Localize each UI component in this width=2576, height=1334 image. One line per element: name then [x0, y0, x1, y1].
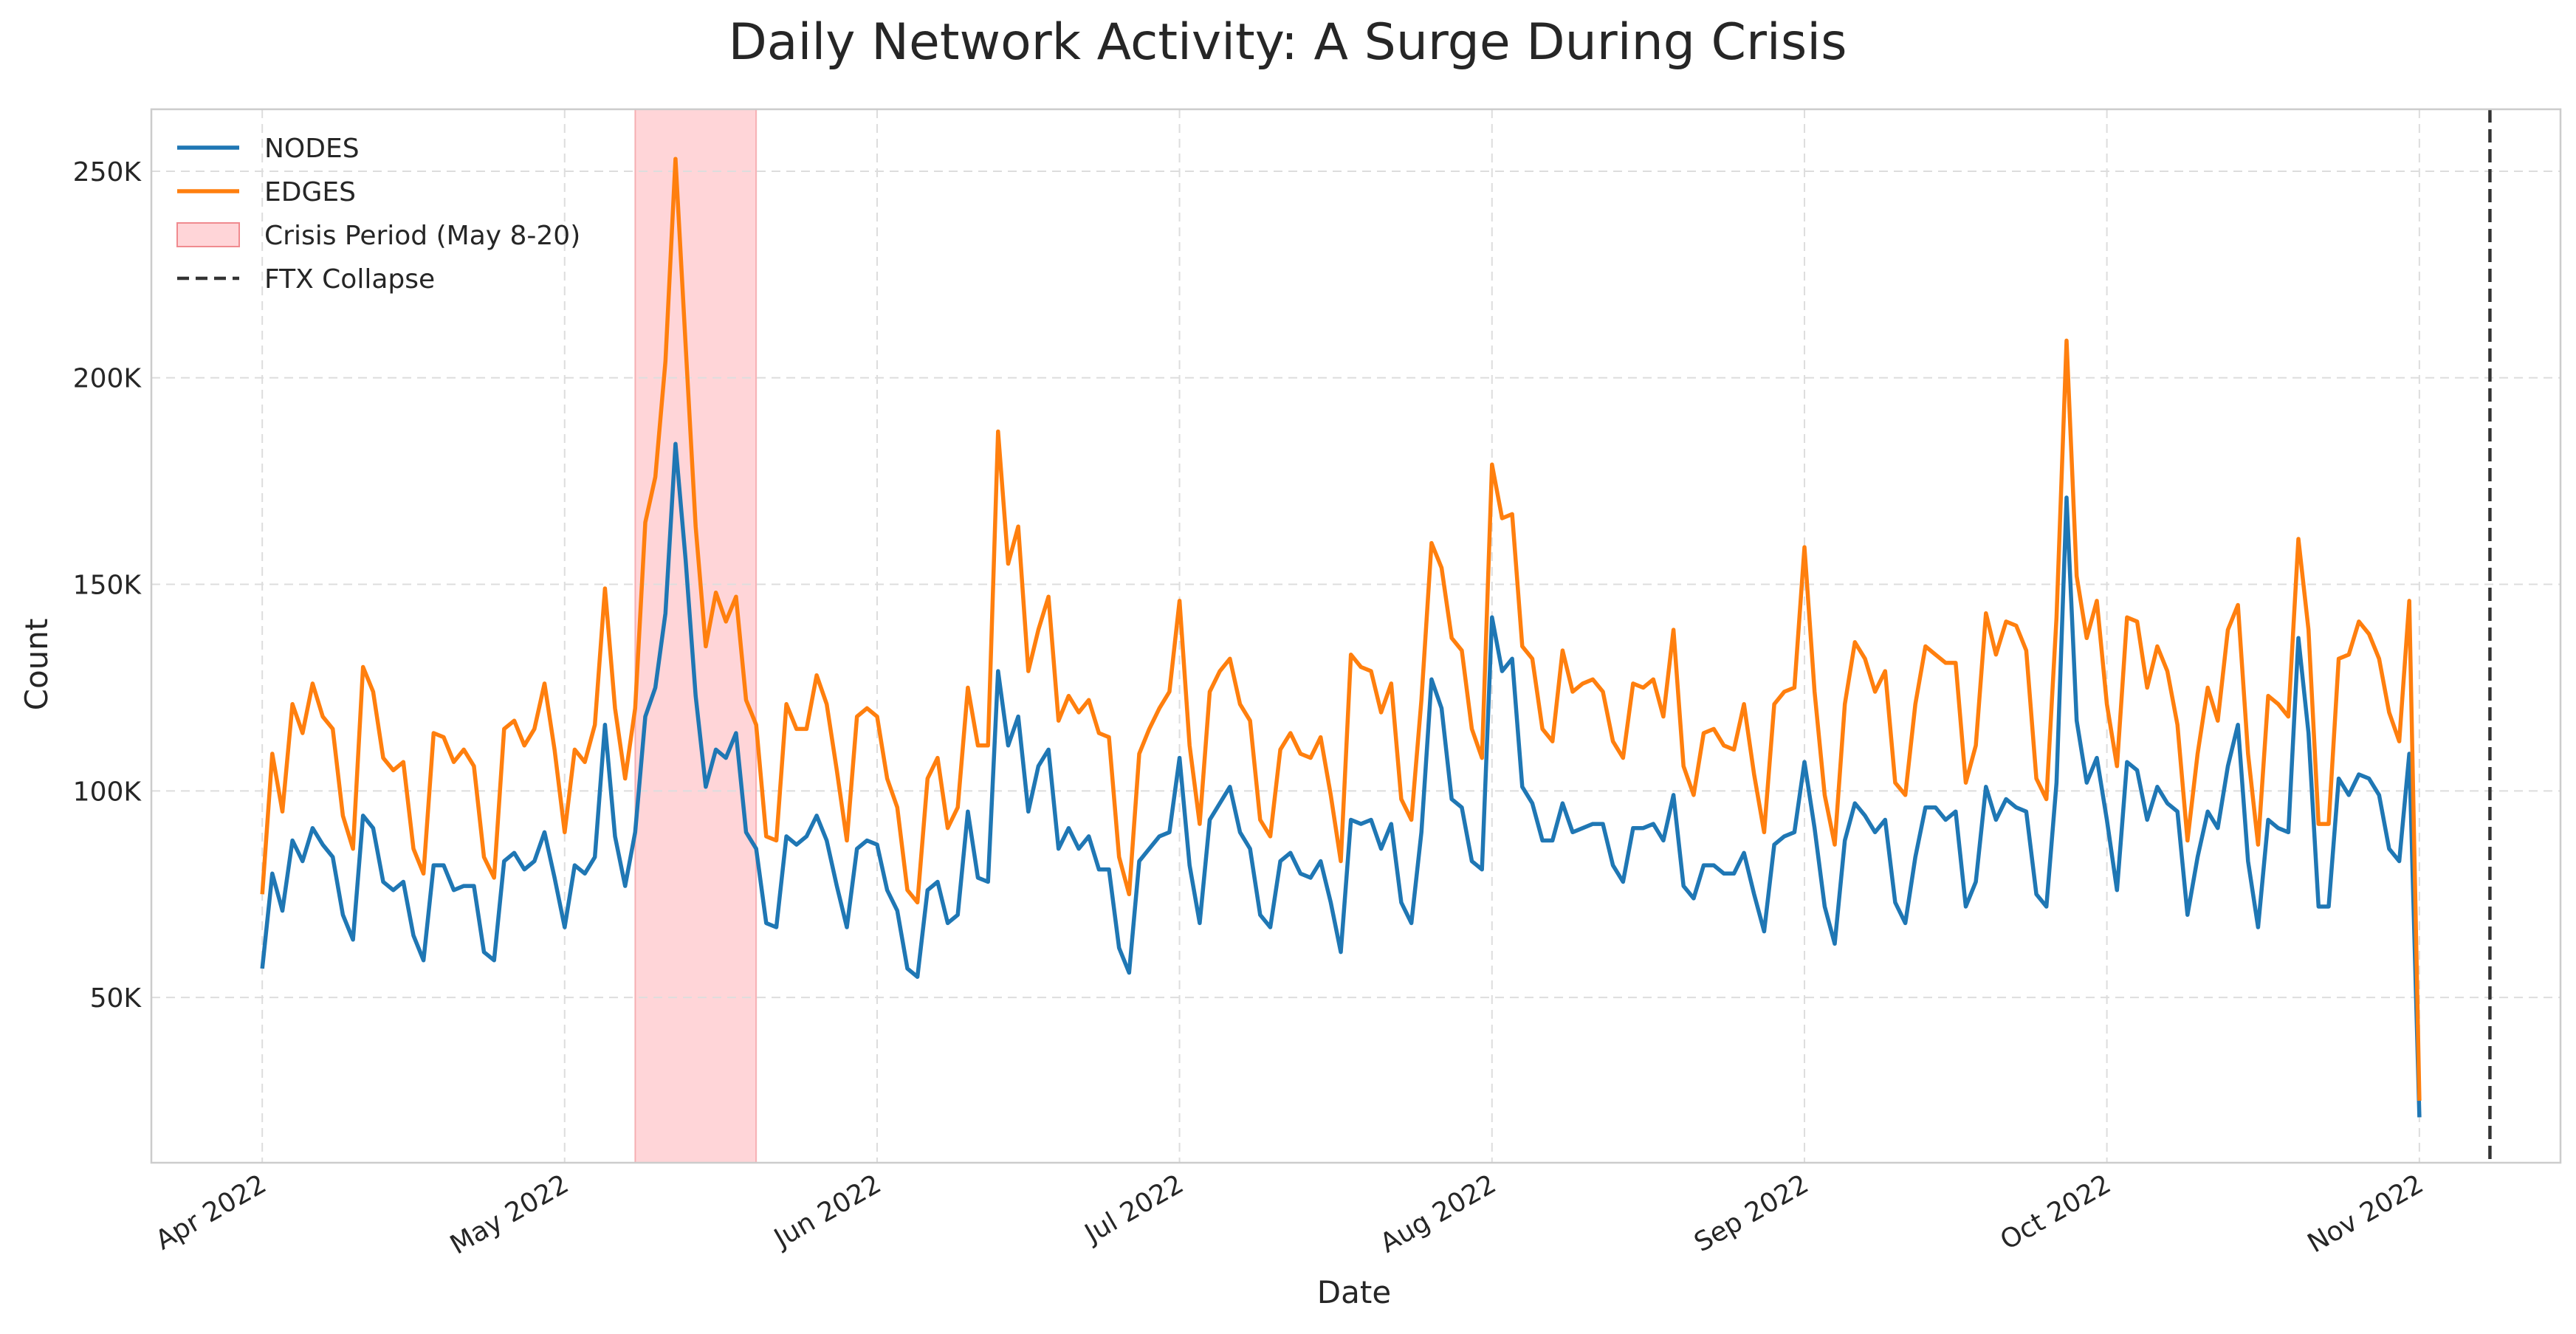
legend: NODES EDGES Crisis Period (May 8-20) FTX Co…: [176, 134, 580, 295]
legend-label: EDGES: [264, 177, 356, 207]
y-axis-title: Count: [18, 619, 55, 711]
series-line-edges: [260, 157, 2422, 1101]
x-axis-title: Date: [1317, 1274, 1391, 1310]
plot-frame: [150, 108, 2562, 1164]
grid-layer: [151, 109, 2560, 1163]
legend-label: FTX Collapse: [264, 264, 435, 295]
y-tick-label: 200K: [73, 364, 142, 394]
y-tick-label: 100K: [73, 777, 142, 807]
legend-label: Crisis Period (May 8-20): [264, 221, 580, 251]
legend-entry-nodes: NODES: [177, 134, 360, 164]
y-tick-label: 150K: [73, 571, 142, 601]
legend-entry-crisis-period: Crisis Period (May 8-20): [176, 221, 580, 251]
y-axis: 50K 100K 150K 200K 250K: [73, 157, 142, 1014]
shade-layer: [634, 109, 758, 1163]
y-tick-label: 250K: [73, 157, 142, 188]
crisis-period-region: [634, 109, 758, 1163]
legend-swatch: [176, 222, 240, 247]
legend-label: NODES: [264, 134, 360, 164]
series-layer: [260, 157, 2422, 1118]
plot-background: [151, 109, 2560, 1163]
legend-entry-edges: EDGES: [177, 177, 356, 207]
series-line-nodes: [260, 441, 2422, 1118]
plot-area: [150, 108, 2562, 1164]
legend-entry-ftx-collapse: FTX Collapse: [177, 264, 435, 295]
chart-title: Daily Network Activity: A Surge During C…: [728, 13, 1847, 72]
y-tick-label: 50K: [90, 983, 142, 1014]
